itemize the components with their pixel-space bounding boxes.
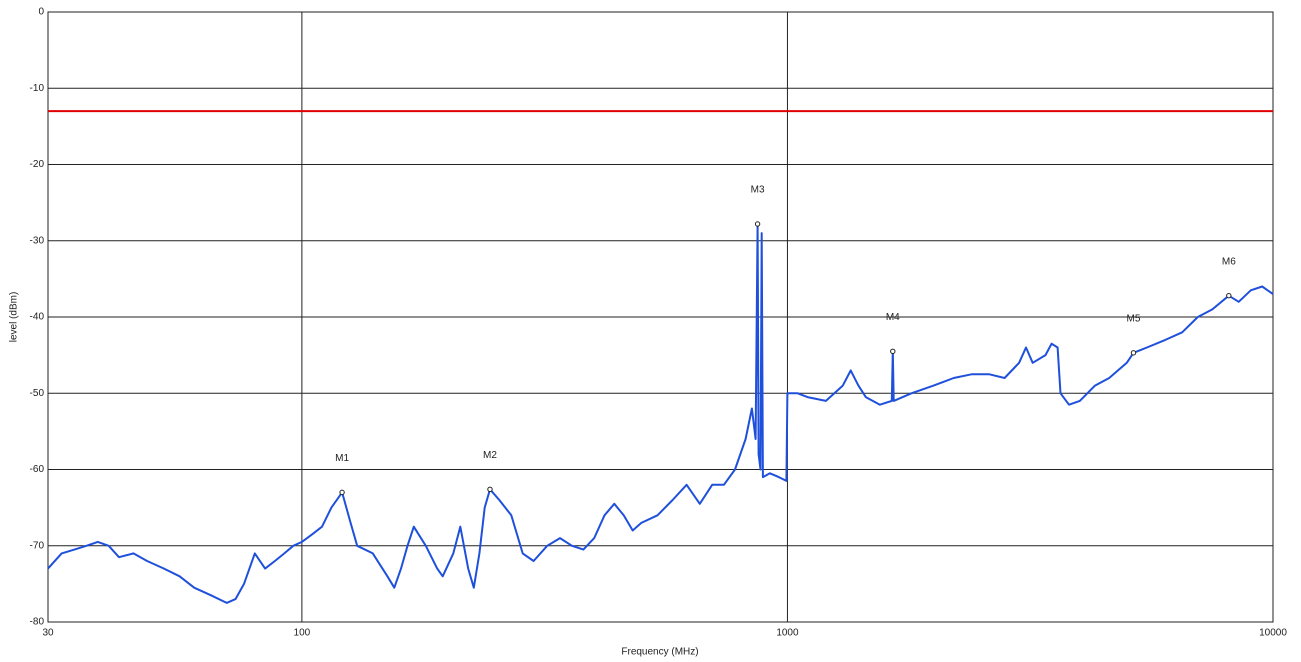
marker-label: M5 [1127, 313, 1141, 324]
marker-label: M6 [1222, 256, 1236, 267]
y-tick-label: -40 [30, 312, 45, 323]
marker-point [339, 489, 345, 496]
x-axis-label: Frequency (MHz) [621, 647, 698, 658]
y-tick-label: -60 [30, 464, 45, 475]
marker-point [487, 486, 493, 493]
marker-label: M1 [335, 453, 349, 464]
x-tick-label: 10000 [1259, 628, 1287, 639]
marker-point [1226, 292, 1232, 299]
marker-point [754, 221, 761, 227]
marker-point [890, 348, 896, 355]
y-tick-label: -50 [30, 388, 45, 399]
trace [47, 223, 1274, 604]
marker-label: M4 [886, 312, 900, 323]
x-tick-label: 1000 [776, 628, 799, 639]
y-tick-label: -10 [30, 83, 45, 94]
x-tick-label: 100 [294, 628, 311, 639]
x-tick-label: 30 [42, 628, 54, 639]
y-tick-label: 0 [38, 7, 44, 18]
y-tick-label: -80 [30, 617, 45, 628]
y-axis-label: level (dBm) [9, 292, 20, 343]
marker-label: M2 [483, 450, 497, 461]
y-tick-label: -70 [30, 540, 45, 551]
marker-point [1130, 350, 1137, 356]
y-tick-label: -30 [30, 235, 45, 246]
y-tick-label: -20 [30, 159, 45, 170]
marker-label: M3 [751, 185, 765, 196]
